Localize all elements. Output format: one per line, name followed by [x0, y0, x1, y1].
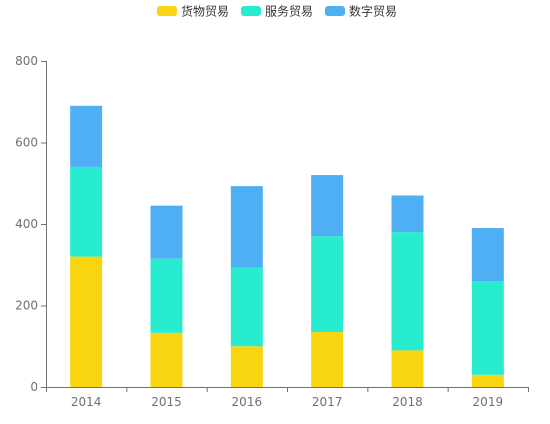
- bar-segment[interactable]: [230, 346, 263, 387]
- legend-label: 数字贸易: [349, 4, 397, 19]
- y-tick-label: 400: [15, 217, 38, 231]
- bar-segment[interactable]: [391, 232, 424, 351]
- x-tick-label: 2014: [71, 395, 102, 409]
- legend-item[interactable]: 数字贸易: [325, 4, 397, 19]
- bar-segment[interactable]: [230, 267, 263, 347]
- bar-segment[interactable]: [391, 195, 424, 233]
- bar-segment[interactable]: [471, 281, 504, 375]
- bar-segment[interactable]: [70, 256, 103, 387]
- bar-segment[interactable]: [311, 331, 344, 387]
- bar-segment[interactable]: [311, 175, 344, 237]
- legend: 货物贸易 服务贸易 数字贸易: [157, 4, 397, 19]
- y-tick-label: 600: [15, 136, 38, 150]
- y-tick-label: 0: [30, 380, 38, 394]
- legend-swatch: [241, 6, 261, 16]
- bar-segment[interactable]: [391, 350, 424, 387]
- y-axis: 0 200 400 600 800: [15, 54, 47, 394]
- bar-segment[interactable]: [311, 236, 344, 332]
- x-tick-label: 2017: [312, 395, 343, 409]
- legend-label: 货物贸易: [181, 4, 229, 19]
- legend-label: 服务贸易: [265, 4, 313, 19]
- legend-swatch: [325, 6, 345, 16]
- x-tick-label: 2015: [151, 395, 182, 409]
- bar-segment[interactable]: [70, 166, 103, 257]
- y-tick-label: 800: [15, 54, 38, 68]
- bars: [70, 105, 504, 387]
- bar-segment[interactable]: [70, 105, 103, 167]
- bar-segment[interactable]: [150, 205, 183, 259]
- bar-segment[interactable]: [150, 332, 183, 387]
- bar-segment[interactable]: [150, 258, 183, 333]
- bar-segment[interactable]: [230, 186, 263, 268]
- x-tick-label: 2018: [392, 395, 423, 409]
- x-axis: 2014 2015 2016 2017 2018 2019: [46, 387, 529, 409]
- bar-segment[interactable]: [471, 228, 504, 282]
- legend-swatch: [157, 6, 177, 16]
- x-tick-label: 2016: [232, 395, 263, 409]
- legend-item[interactable]: 货物贸易: [157, 4, 229, 19]
- x-tick-label: 2019: [473, 395, 504, 409]
- y-tick-label: 200: [15, 299, 38, 313]
- bar-segment[interactable]: [471, 374, 504, 387]
- legend-item[interactable]: 服务贸易: [241, 4, 313, 19]
